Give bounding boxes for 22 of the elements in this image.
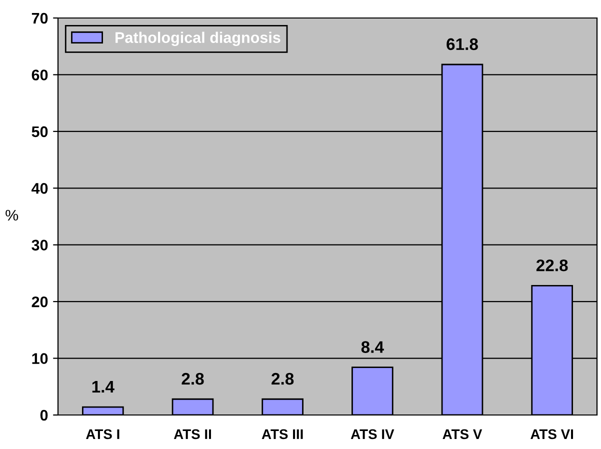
y-tick-label: 0: [40, 410, 48, 421]
legend-label: Pathological diagnosis: [116, 32, 280, 46]
data-label: 8.4: [361, 341, 384, 353]
data-label: 61.8: [446, 38, 478, 50]
y-tick-label: 20: [32, 296, 48, 308]
x-tick-label: ATS III: [262, 429, 303, 440]
x-tick-label: ATS V: [442, 429, 482, 440]
y-tick-label: 70: [32, 12, 48, 24]
data-label: 2.8: [272, 372, 294, 385]
y-tick-label: 60: [32, 70, 48, 80]
x-tick-label: ATS I: [86, 429, 120, 440]
data-label: 22.8: [536, 259, 568, 272]
x-tick-label: ATS IV: [350, 429, 394, 440]
x-tick-label: ATS VI: [530, 429, 574, 440]
data-label: 2.8: [182, 372, 204, 385]
data-label: 1.4: [92, 381, 114, 392]
y-tick-label: 40: [32, 183, 48, 194]
y-tick-label: 50: [32, 126, 48, 138]
y-tick-label: 30: [32, 240, 48, 251]
y-axis-title: %: [6, 210, 18, 221]
x-tick-label: ATS II: [174, 429, 211, 440]
y-tick-label: 10: [32, 353, 48, 364]
